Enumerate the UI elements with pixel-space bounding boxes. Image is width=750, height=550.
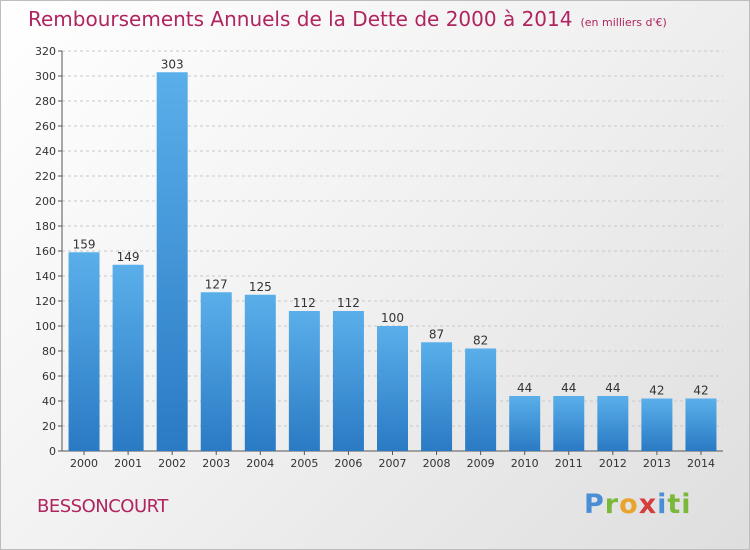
y-tick-label: 300 [35,70,56,83]
bar [156,72,188,451]
y-tick-label: 120 [35,295,56,308]
bar [553,396,585,451]
chart-title: Remboursements Annuels de la Dette de 20… [28,7,667,31]
x-tick-label: 2000 [70,457,98,470]
y-tick-label: 200 [35,195,56,208]
data-label: 125 [249,280,272,294]
data-label: 100 [381,311,404,325]
data-label: 42 [649,384,664,398]
bar [68,252,100,451]
x-tick-label: 2012 [599,457,627,470]
y-tick-label: 80 [42,345,56,358]
x-tick-label: 2010 [511,457,539,470]
data-labels: 159 149 303 127 125 112 112 100 87 82 44 44 44 42 42 [73,57,709,397]
commune-name: BESSONCOURT [37,496,168,517]
data-label: 44 [517,381,532,395]
bar [685,398,717,451]
data-label: 112 [337,296,360,310]
x-tick-label: 2009 [467,457,495,470]
y-tick-label: 0 [49,445,56,458]
data-label: 159 [73,237,96,251]
y-tick-labels: 0 20 40 60 80 100 120 140 160 180 200 220 240 260 280 3… [35,45,56,458]
bar [200,292,232,451]
bar [597,396,629,451]
x-tick-label: 2011 [555,457,583,470]
x-tick-labels: 2000 2001 2002 2003 2004 2005 2006 2007 2008 2009… [70,451,715,470]
x-tick-label: 2001 [114,457,142,470]
y-tick-label: 60 [42,370,56,383]
brand-letter: x [638,489,658,520]
y-tick-label: 240 [35,145,56,158]
y-tick-label: 20 [42,420,56,433]
bar [244,294,276,451]
y-tick-label: 320 [35,45,56,58]
y-tick-label: 280 [35,95,56,108]
data-label: 149 [117,250,140,264]
data-label: 44 [605,381,620,395]
data-label: 42 [693,384,708,398]
data-label: 87 [429,327,444,341]
bar [509,396,541,451]
bar [377,326,408,451]
bar [465,348,497,451]
data-label: 127 [205,277,228,291]
chart-subtitle: (en milliers d'€) [580,16,667,29]
data-label: 112 [293,296,316,310]
x-tick-label: 2006 [334,457,362,470]
bar [112,264,144,451]
y-tick-label: 220 [35,170,56,183]
x-tick-label: 2003 [202,457,230,470]
y-tick-label: 180 [35,220,56,233]
data-label: 82 [473,334,488,348]
brand-letter: P [584,489,605,520]
brand-letter: o [619,489,639,520]
bar [332,311,364,451]
data-label: 44 [561,381,576,395]
x-tick-label: 2008 [423,457,451,470]
bars [68,72,717,451]
y-tick-label: 140 [35,270,56,283]
x-tick-label: 2002 [158,457,186,470]
bar [641,398,673,451]
brand-letter: ti [667,489,692,520]
x-tick-label: 2014 [687,457,715,470]
brand-logo: Proxiti [584,489,692,520]
brand-letter: i [657,489,668,520]
x-tick-label: 2013 [643,457,671,470]
x-tick-label: 2004 [246,457,274,470]
bar [421,342,453,451]
bar [288,311,320,451]
y-tick-label: 100 [35,320,56,333]
y-tick-label: 260 [35,120,56,133]
chart-title-text: Remboursements Annuels de la Dette de 20… [28,7,573,31]
x-tick-label: 2007 [379,457,407,470]
y-tick-label: 160 [35,245,56,258]
y-tick-label: 40 [42,395,56,408]
data-label: 303 [161,57,184,71]
brand-letter: r [604,489,620,520]
x-tick-label: 2005 [290,457,318,470]
